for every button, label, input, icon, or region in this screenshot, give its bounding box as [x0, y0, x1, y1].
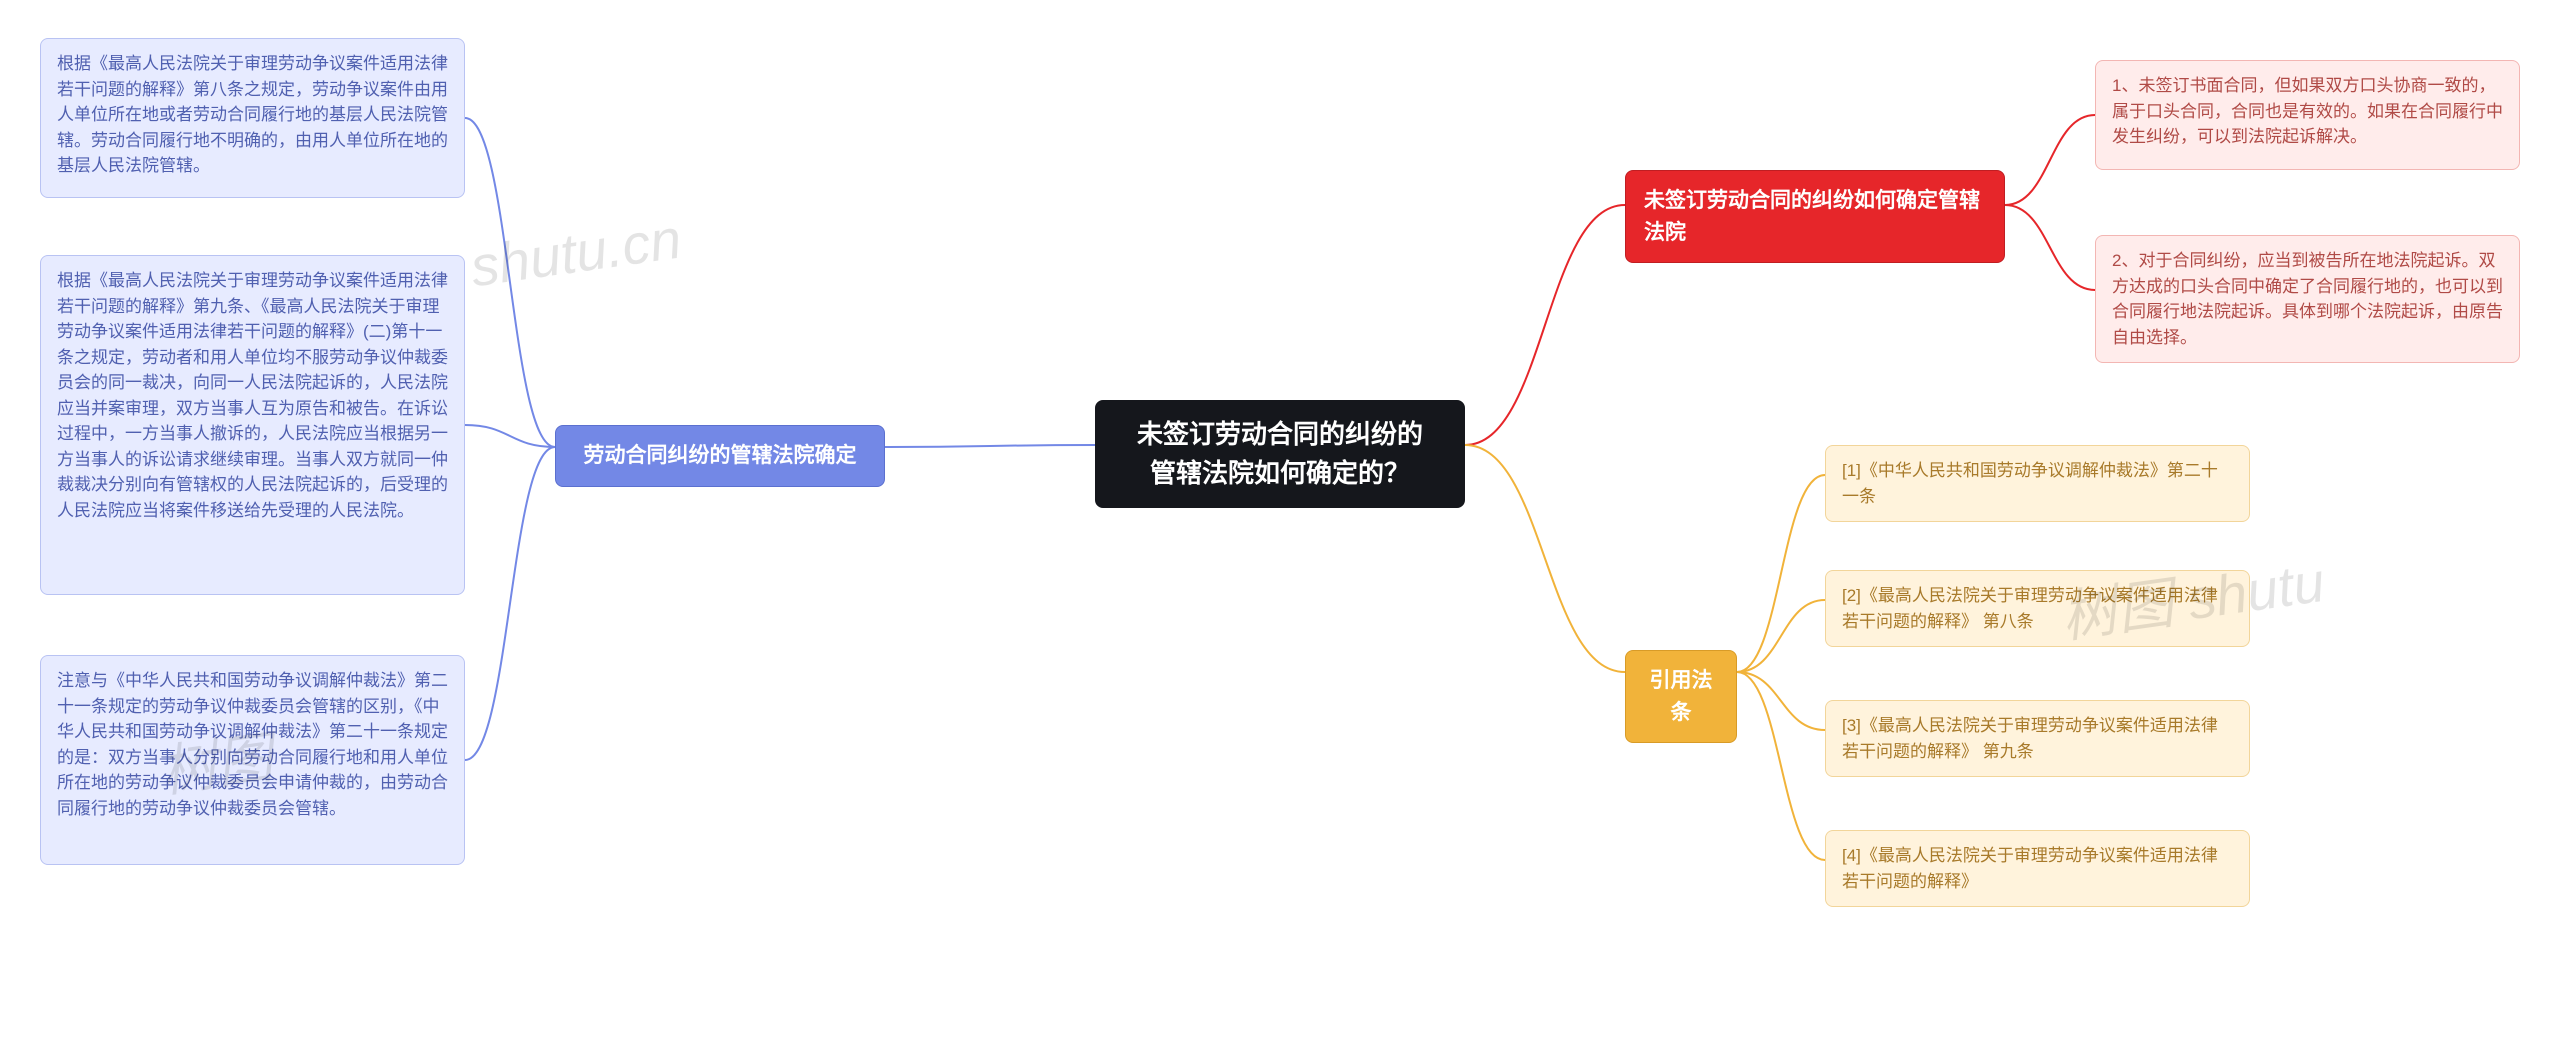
connector-edge [1465, 445, 1625, 672]
connector-edge [465, 118, 555, 447]
mindmap-node-r1_1: 1、未签订书面合同，但如果双方口头协商一致的，属于口头合同，合同也是有效的。如果… [2095, 60, 2520, 170]
mindmap-node-r2_2: [2]《最高人民法院关于审理劳动争议案件适用法律若干问题的解释》 第八条 [1825, 570, 2250, 647]
connector-edge [885, 445, 1095, 447]
mindmap-node-r2_3: [3]《最高人民法院关于审理劳动争议案件适用法律若干问题的解释》 第九条 [1825, 700, 2250, 777]
connector-edge [1465, 205, 1625, 445]
mindmap-node-root: 未签订劳动合同的纠纷的 管辖法院如何确定的？ [1095, 400, 1465, 508]
mindmap-node-r2_4: [4]《最高人民法院关于审理劳动争议案件适用法律若干问题的解释》 [1825, 830, 2250, 907]
watermark: shutu.cn [467, 206, 686, 300]
mindmap-node-left_branch: 劳动合同纠纷的管辖法院确定 [555, 425, 885, 487]
connector-edge [2005, 115, 2095, 205]
connector-edge [1737, 672, 1825, 860]
connector-edge [465, 447, 555, 760]
mindmap-node-left1: 根据《最高人民法院关于审理劳动争议案件适用法律若干问题的解释》第八条之规定，劳动… [40, 38, 465, 198]
mindmap-node-r1_2: 2、对于合同纠纷，应当到被告所在地法院起诉。双方达成的口头合同中确定了合同履行地… [2095, 235, 2520, 363]
connector-edge [1737, 475, 1825, 672]
mindmap-node-right_branch1: 未签订劳动合同的纠纷如何确定管辖法院 [1625, 170, 2005, 263]
connector-edge [1737, 600, 1825, 672]
connector-edge [1737, 672, 1825, 730]
connector-edge [465, 425, 555, 447]
mindmap-node-r2_1: [1]《中华人民共和国劳动争议调解仲裁法》第二十一条 [1825, 445, 2250, 522]
mindmap-node-left2: 根据《最高人民法院关于审理劳动争议案件适用法律若干问题的解释》第九条、《最高人民… [40, 255, 465, 595]
mindmap-node-right_branch2: 引用法条 [1625, 650, 1737, 743]
connector-edge [2005, 205, 2095, 290]
mindmap-node-left3: 注意与《中华人民共和国劳动争议调解仲裁法》第二十一条规定的劳动争议仲裁委员会管辖… [40, 655, 465, 865]
